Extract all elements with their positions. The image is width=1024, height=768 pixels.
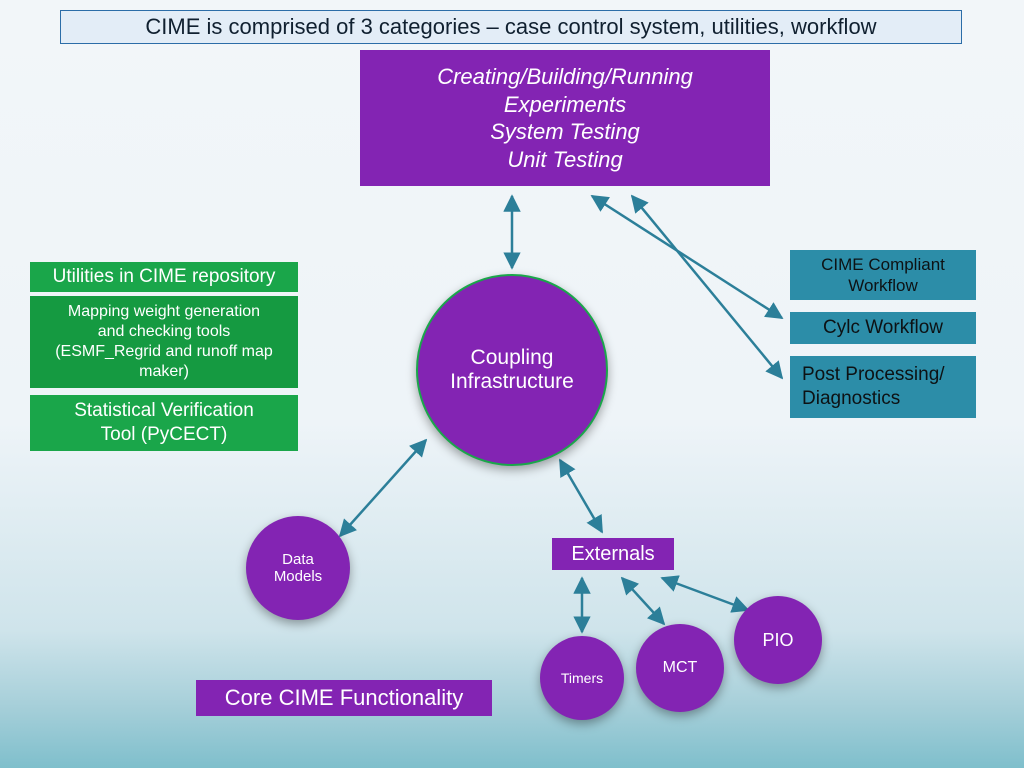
utilities-line: (ESMF_Regrid and runoff map xyxy=(55,342,273,362)
data-models-line: Data xyxy=(282,551,314,568)
case-control-line: Experiments xyxy=(504,91,626,119)
workflow-cylc-box: Cylc Workflow xyxy=(790,312,976,344)
utilities-line: maker) xyxy=(139,362,189,382)
externals-label: Externals xyxy=(552,538,674,570)
utilities-line: Statistical Verification xyxy=(74,399,254,423)
mct-text: MCT xyxy=(663,659,698,677)
mct-circle: MCT xyxy=(636,624,724,712)
utilities-line: and checking tools xyxy=(98,322,231,342)
externals-label-text: Externals xyxy=(571,543,654,566)
coupling-line: Infrastructure xyxy=(450,370,574,394)
title-banner: CIME is comprised of 3 categories – case… xyxy=(60,10,962,44)
title-banner-text: CIME is comprised of 3 categories – case… xyxy=(145,14,876,40)
data-models-circle: Data Models xyxy=(246,516,350,620)
utilities-box-pycect: Statistical Verification Tool (PyCECT) xyxy=(30,395,298,451)
pio-circle: PIO xyxy=(734,596,822,684)
workflow-compliant-text: CIME Compliant Workflow xyxy=(790,254,976,297)
utilities-line: Mapping weight generation xyxy=(68,302,260,322)
workflow-post-box: Post Processing/ Diagnostics xyxy=(790,356,976,418)
core-functionality-text: Core CIME Functionality xyxy=(225,685,463,711)
timers-text: Timers xyxy=(561,670,603,686)
core-functionality-label: Core CIME Functionality xyxy=(196,680,492,716)
case-control-line: Creating/Building/Running xyxy=(437,63,693,91)
coupling-line: Coupling xyxy=(471,346,554,370)
timers-circle: Timers xyxy=(540,636,624,720)
utilities-line: Tool (PyCECT) xyxy=(101,423,228,447)
utilities-header-text: Utilities in CIME repository xyxy=(53,266,276,288)
workflow-compliant-box: CIME Compliant Workflow xyxy=(790,250,976,300)
utilities-header: Utilities in CIME repository xyxy=(30,262,298,292)
workflow-cylc-text: Cylc Workflow xyxy=(823,317,943,339)
pio-text: PIO xyxy=(762,630,793,651)
workflow-post-text: Post Processing/ Diagnostics xyxy=(790,363,976,411)
case-control-box: Creating/Building/Running Experiments Sy… xyxy=(360,50,770,186)
coupling-circle: Coupling Infrastructure xyxy=(416,274,608,466)
case-control-line: Unit Testing xyxy=(507,146,622,174)
utilities-box-mapping: Mapping weight generation and checking t… xyxy=(30,296,298,388)
case-control-line: System Testing xyxy=(490,118,640,146)
data-models-line: Models xyxy=(274,568,322,585)
